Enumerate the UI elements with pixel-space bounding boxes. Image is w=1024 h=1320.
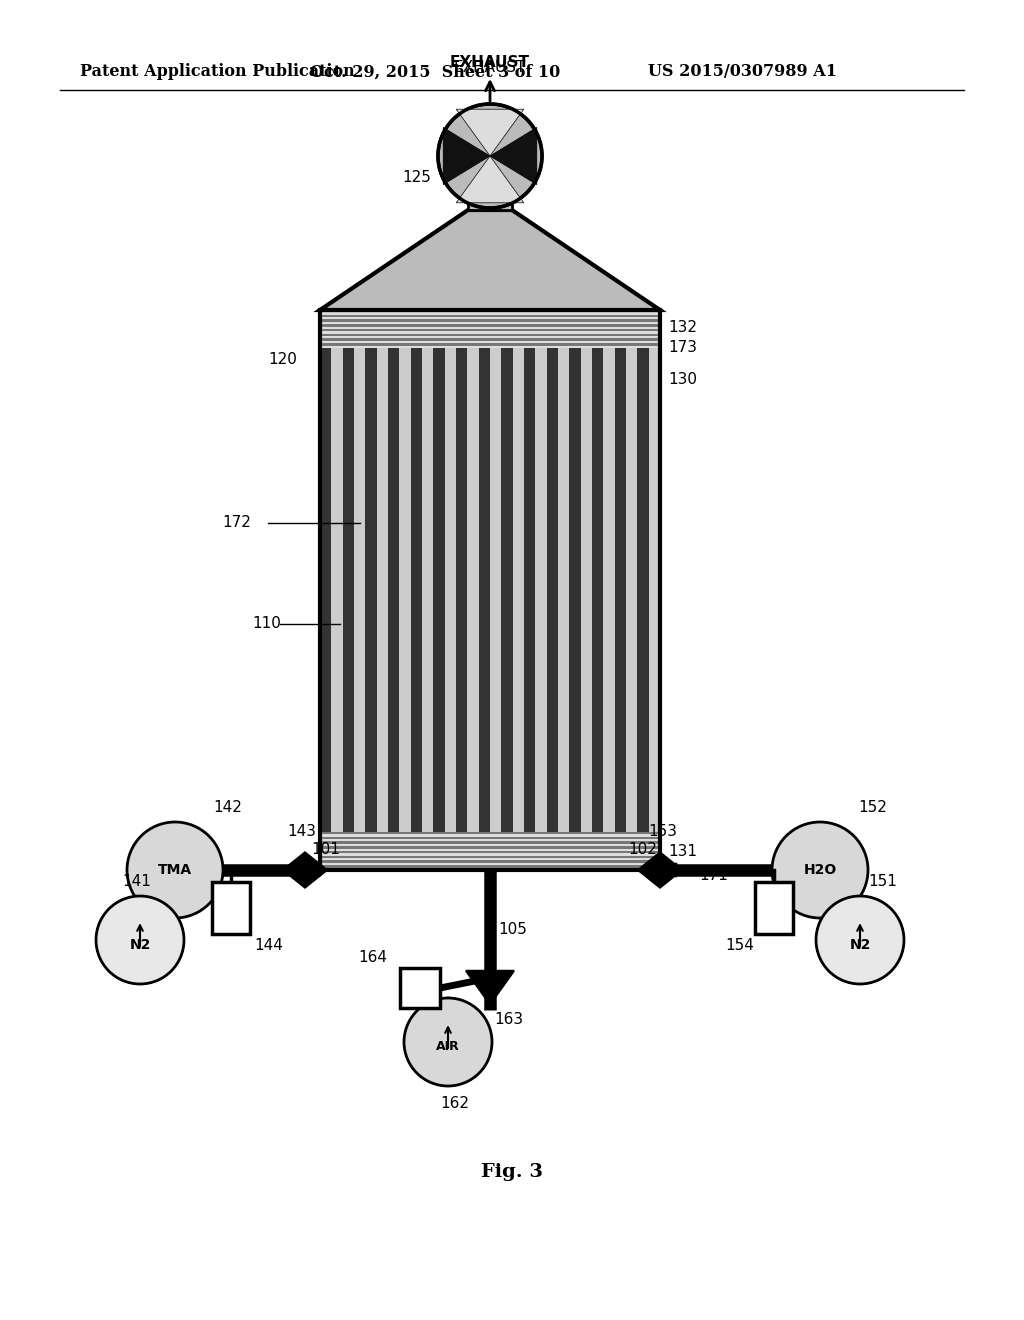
Polygon shape [490, 128, 537, 185]
Bar [490, 348, 502, 832]
Bar [467, 348, 478, 832]
Bar [444, 348, 456, 832]
Text: EXHAUST: EXHAUST [454, 61, 526, 75]
Bar [581, 348, 592, 832]
Text: 110: 110 [252, 616, 281, 631]
Bar [513, 348, 524, 832]
Bar [592, 348, 603, 832]
Bar [558, 348, 569, 832]
Polygon shape [457, 110, 524, 156]
Bar [536, 348, 547, 832]
Bar [524, 348, 536, 832]
Text: 153: 153 [648, 825, 677, 840]
Polygon shape [638, 853, 682, 887]
Text: N2: N2 [849, 939, 870, 952]
Bar [637, 348, 648, 832]
Text: US 2015/0307989 A1: US 2015/0307989 A1 [648, 63, 837, 81]
Circle shape [438, 104, 542, 209]
Bar [456, 348, 467, 832]
Bar [755, 882, 793, 935]
Text: TMA: TMA [158, 863, 193, 876]
Text: 102: 102 [628, 842, 656, 858]
Polygon shape [466, 970, 514, 1005]
Bar [433, 348, 444, 832]
Text: 173: 173 [668, 341, 697, 355]
Text: 154: 154 [725, 939, 754, 953]
Bar [648, 348, 660, 832]
Circle shape [816, 896, 904, 983]
Bar [603, 348, 614, 832]
Bar [411, 348, 422, 832]
Text: 162: 162 [440, 1097, 469, 1111]
Text: 152: 152 [858, 800, 887, 816]
Text: 172: 172 [222, 515, 251, 531]
Polygon shape [457, 156, 524, 203]
Bar [399, 348, 411, 832]
Text: N2: N2 [129, 939, 151, 952]
Polygon shape [319, 210, 660, 310]
Bar [319, 310, 660, 870]
Bar [400, 968, 440, 1008]
Bar [569, 348, 581, 832]
Circle shape [127, 822, 223, 917]
Text: 101: 101 [311, 842, 340, 858]
Text: 132: 132 [668, 321, 697, 335]
Text: 143: 143 [287, 825, 316, 840]
Text: Patent Application Publication: Patent Application Publication [80, 63, 354, 81]
Text: 141: 141 [122, 874, 151, 890]
Text: EXHAUST: EXHAUST [450, 55, 530, 70]
Text: Oct. 29, 2015  Sheet 3 of 10: Oct. 29, 2015 Sheet 3 of 10 [310, 63, 560, 81]
Bar [422, 348, 433, 832]
Bar [468, 178, 512, 210]
Bar [388, 348, 399, 832]
Text: 163: 163 [494, 1012, 523, 1027]
Bar [502, 348, 513, 832]
Text: 120: 120 [268, 352, 297, 367]
Circle shape [772, 822, 868, 917]
Text: 130: 130 [668, 372, 697, 388]
Text: 125: 125 [402, 170, 431, 186]
Bar [354, 348, 366, 832]
Text: Fig. 3: Fig. 3 [481, 1163, 543, 1181]
Text: 144: 144 [254, 939, 283, 953]
Text: 105: 105 [498, 923, 527, 937]
Circle shape [404, 998, 492, 1086]
Bar [614, 348, 626, 832]
Bar [332, 348, 343, 832]
Bar [626, 348, 637, 832]
Text: 171: 171 [699, 869, 728, 883]
Bar [377, 348, 388, 832]
Bar [212, 882, 250, 935]
Text: 151: 151 [868, 874, 897, 890]
Polygon shape [443, 128, 490, 185]
Bar [343, 348, 354, 832]
Text: H2O: H2O [804, 863, 837, 876]
Text: 131: 131 [668, 843, 697, 858]
Bar [547, 348, 558, 832]
Polygon shape [283, 853, 327, 887]
Text: 164: 164 [358, 950, 387, 965]
Text: AIR: AIR [436, 1040, 460, 1053]
Circle shape [96, 896, 184, 983]
Bar [319, 348, 332, 832]
Bar [366, 348, 377, 832]
Text: 142: 142 [213, 800, 242, 816]
Bar [478, 348, 490, 832]
